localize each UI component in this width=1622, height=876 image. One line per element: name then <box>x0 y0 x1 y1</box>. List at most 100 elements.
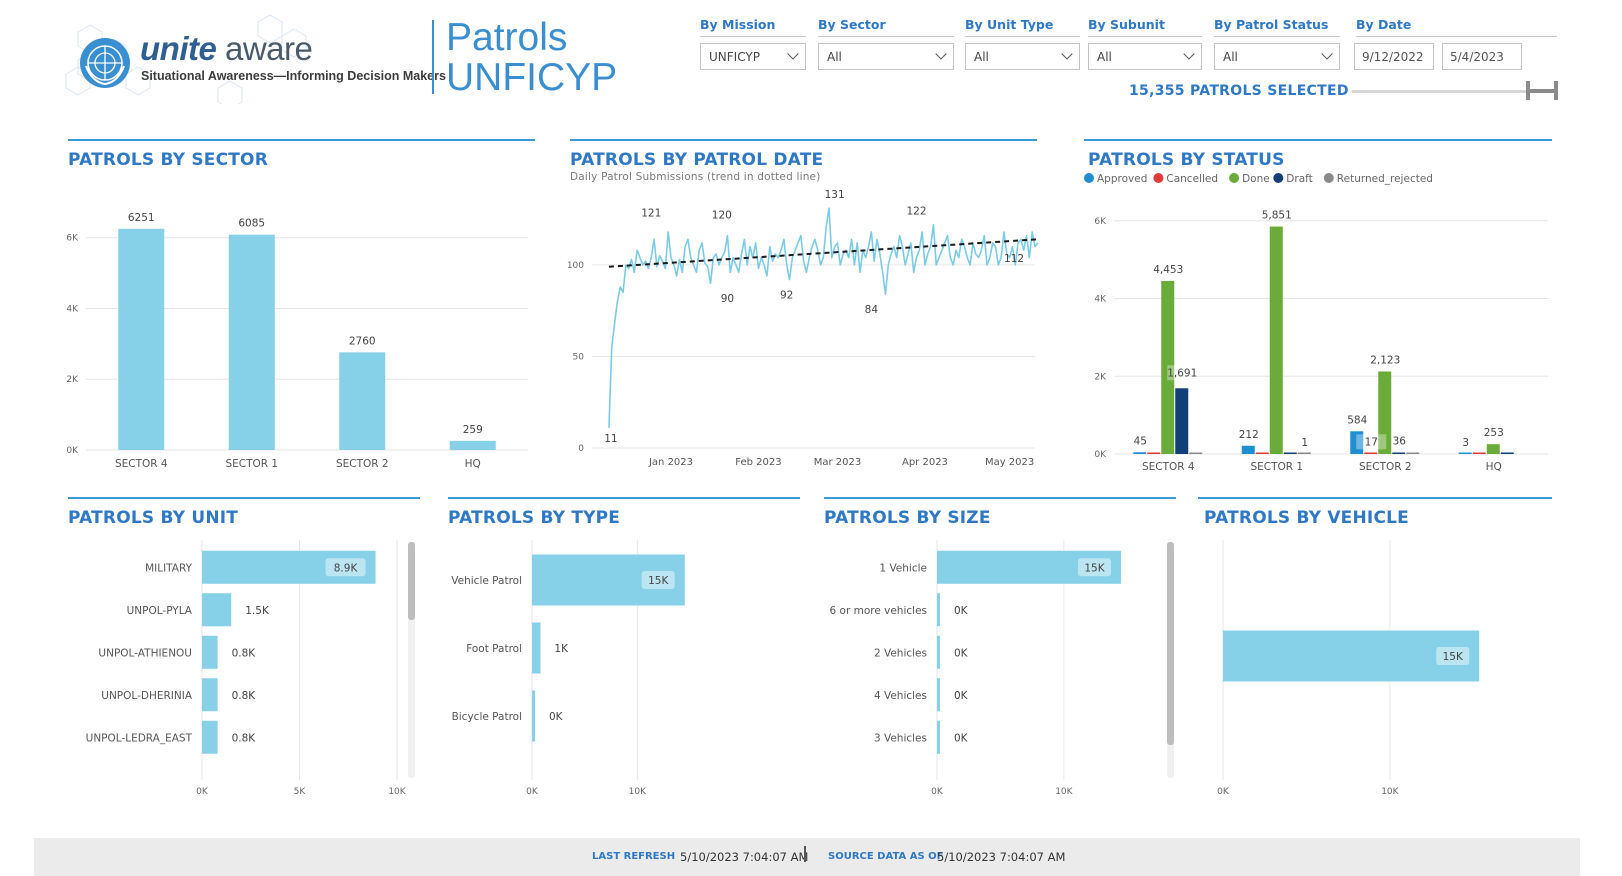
last-refresh-value: 5/10/2023 7:04:07 AM <box>680 850 809 864</box>
filter-unit-type-dropdown[interactable]: All <box>965 43 1080 70</box>
panel-type-title: PATROLS BY TYPE <box>448 508 621 528</box>
x-tick-label: SECTOR 1 <box>1250 461 1303 473</box>
data-label: 6251 <box>128 212 155 224</box>
data-label: 6085 <box>238 218 265 230</box>
y-tick-label: 1 Vehicle <box>879 562 927 574</box>
filter-subunit-label: By Subunit <box>1088 17 1202 37</box>
data-label-bg <box>1167 365 1198 381</box>
x-tick-label: 10K <box>388 787 406 797</box>
data-label: 0K <box>954 690 969 702</box>
bar <box>937 593 940 627</box>
brand-logo: unite aware <box>140 30 313 68</box>
filter-sector-label: By Sector <box>818 17 954 37</box>
date-slider-track[interactable] <box>1352 90 1557 93</box>
bar <box>1392 452 1406 454</box>
chart-patrols-by-status: Approved Cancelled Done Draft Returned_rejec… <box>1084 173 1548 473</box>
legend-label: Done <box>1242 173 1270 185</box>
data-label: 2,123 <box>1370 354 1400 366</box>
bar <box>1133 452 1147 454</box>
date-slider-end-handle[interactable] <box>1554 81 1558 100</box>
bar <box>937 635 940 669</box>
y-tick-label: 100 <box>567 261 584 271</box>
bar <box>1486 444 1500 454</box>
scrollbar-thumb[interactable] <box>1167 542 1174 745</box>
date-end-input[interactable]: 5/4/2023 <box>1442 43 1522 70</box>
data-label: 0K <box>954 605 969 617</box>
data-label: 8.9K <box>334 562 359 574</box>
bar <box>1364 452 1378 454</box>
data-label: 2760 <box>349 335 376 347</box>
chevron-down-icon <box>1183 48 1195 60</box>
data-label: 584 <box>1347 414 1367 426</box>
x-tick-label: 0K <box>526 787 539 797</box>
y-tick-label: 2 Vehicles <box>874 647 927 659</box>
x-tick-label: SECTOR 4 <box>1142 461 1195 473</box>
data-label: 1,691 <box>1167 367 1197 379</box>
data-label: 0K <box>954 647 969 659</box>
data-label: 120 <box>712 209 732 221</box>
filter-sector-dropdown[interactable]: All <box>818 43 954 70</box>
panel-unit-title: PATROLS BY UNIT <box>68 508 239 528</box>
bar <box>937 550 1121 584</box>
date-slider-start-handle[interactable] <box>1526 81 1530 100</box>
panel-sector-rule <box>68 139 535 141</box>
filter-subunit-dropdown[interactable]: All <box>1088 43 1202 70</box>
data-label: 253 <box>1484 427 1504 439</box>
bar <box>202 635 218 669</box>
x-tick-label: Apr 2023 <box>902 457 948 468</box>
footer-separator <box>804 846 806 862</box>
panel-status-title: PATROLS BY STATUS <box>1088 150 1285 170</box>
filter-status-dropdown[interactable]: All <box>1214 43 1340 70</box>
data-label: 1K <box>554 643 569 655</box>
bar <box>1175 388 1189 454</box>
filter-sector-value: All <box>827 50 842 64</box>
y-tick-label: 6K <box>1094 217 1107 227</box>
bar <box>1241 445 1255 454</box>
chart-patrols-by-vehicle: 0K 10K 15K <box>1217 540 1480 797</box>
data-label: 15K <box>648 575 669 587</box>
y-tick-label: UNPOL-ATHIENOU <box>98 647 192 659</box>
date-start-input[interactable]: 9/12/2022 <box>1354 43 1434 70</box>
source-data-label: SOURCE DATA AS OF <box>828 851 944 862</box>
panel-date-rule <box>570 139 1037 141</box>
bar <box>449 440 496 450</box>
filter-subunit-value: All <box>1097 50 1112 64</box>
filter-mission-value: UNFICYP <box>709 50 760 64</box>
bar <box>532 622 541 674</box>
data-label: 3 <box>1462 437 1469 449</box>
bar <box>1472 452 1486 454</box>
y-tick-label: UNPOL-PYLA <box>127 605 193 617</box>
filter-date-label: By Date <box>1356 17 1557 37</box>
filter-mission-dropdown[interactable]: UNFICYP <box>700 43 806 70</box>
y-tick-label: 3 Vehicles <box>874 732 927 744</box>
y-tick-label: 4 Vehicles <box>874 690 927 702</box>
y-tick-label: 4K <box>1094 295 1107 305</box>
data-label: 1 <box>1301 437 1308 449</box>
panel-status-rule <box>1084 139 1552 141</box>
bar <box>937 720 940 754</box>
brand-unite: unite <box>140 30 217 67</box>
y-tick-label: 0K <box>66 446 79 456</box>
x-tick-label: 10K <box>1055 787 1073 797</box>
bar <box>1223 630 1480 682</box>
data-label: 17 <box>1365 436 1378 448</box>
data-label: 15K <box>1443 651 1464 663</box>
y-tick-label: 0 <box>578 444 584 454</box>
bar <box>1161 280 1175 454</box>
x-tick-label: 10K <box>1381 787 1399 797</box>
y-tick-label: Foot Patrol <box>466 643 522 655</box>
bar <box>1458 452 1472 454</box>
filter-unit-type-label: By Unit Type <box>965 17 1080 37</box>
chevron-down-icon <box>935 48 947 60</box>
bar <box>339 352 386 450</box>
y-tick-label: 6K <box>66 234 79 244</box>
y-tick-label: MILITARY <box>145 562 193 574</box>
bar <box>1255 452 1269 454</box>
x-tick-label: May 2023 <box>985 457 1034 468</box>
data-label: 45 <box>1134 435 1147 447</box>
bar <box>202 550 376 584</box>
x-tick-label: 0K <box>931 787 944 797</box>
page-title: Patrols <box>446 16 568 59</box>
scrollbar-thumb[interactable] <box>408 542 415 620</box>
footer-bar <box>34 838 1580 876</box>
